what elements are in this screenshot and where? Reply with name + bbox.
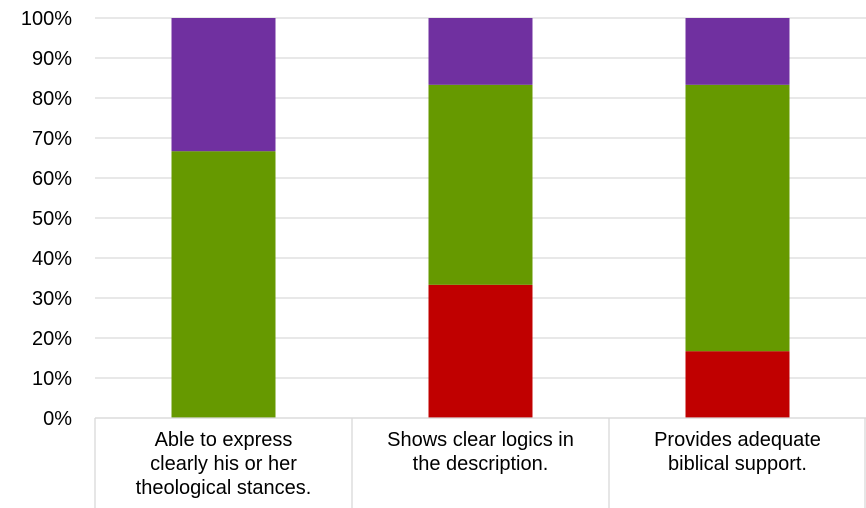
- bar-segment: [171, 18, 276, 152]
- y-tick-label: 10%: [32, 368, 72, 390]
- category-label: Able to express clearly his or her theolog…: [136, 429, 312, 499]
- bar-segment: [685, 351, 790, 418]
- bar-segment: [428, 18, 533, 85]
- y-tick-label: 60%: [32, 168, 72, 190]
- y-tick-label: 80%: [32, 88, 72, 110]
- category-label: Provides adequate biblical support.: [654, 429, 821, 475]
- bar-segment: [428, 284, 533, 418]
- y-tick-label: 90%: [32, 48, 72, 70]
- y-tick-label: 50%: [32, 208, 72, 230]
- bar-segment: [171, 151, 276, 418]
- y-tick-label: 40%: [32, 248, 72, 270]
- y-axis: 0% 10% 20% 30% 40% 50% 60% 70% 80% 90% 100%: [21, 8, 72, 430]
- bar-segment: [428, 84, 533, 285]
- y-tick-label: 70%: [32, 128, 72, 150]
- x-axis: Able to express clearly his or her theolog…: [94, 417, 866, 508]
- category-label: Shows clear logics in the description.: [387, 429, 574, 475]
- bars: [171, 18, 790, 418]
- y-tick-label: 20%: [32, 328, 72, 350]
- y-tick-label: 30%: [32, 288, 72, 310]
- bar-segment: [685, 18, 790, 85]
- bar-segment: [685, 84, 790, 352]
- y-tick-label: 100%: [21, 8, 72, 30]
- y-tick-label: 0%: [43, 408, 72, 430]
